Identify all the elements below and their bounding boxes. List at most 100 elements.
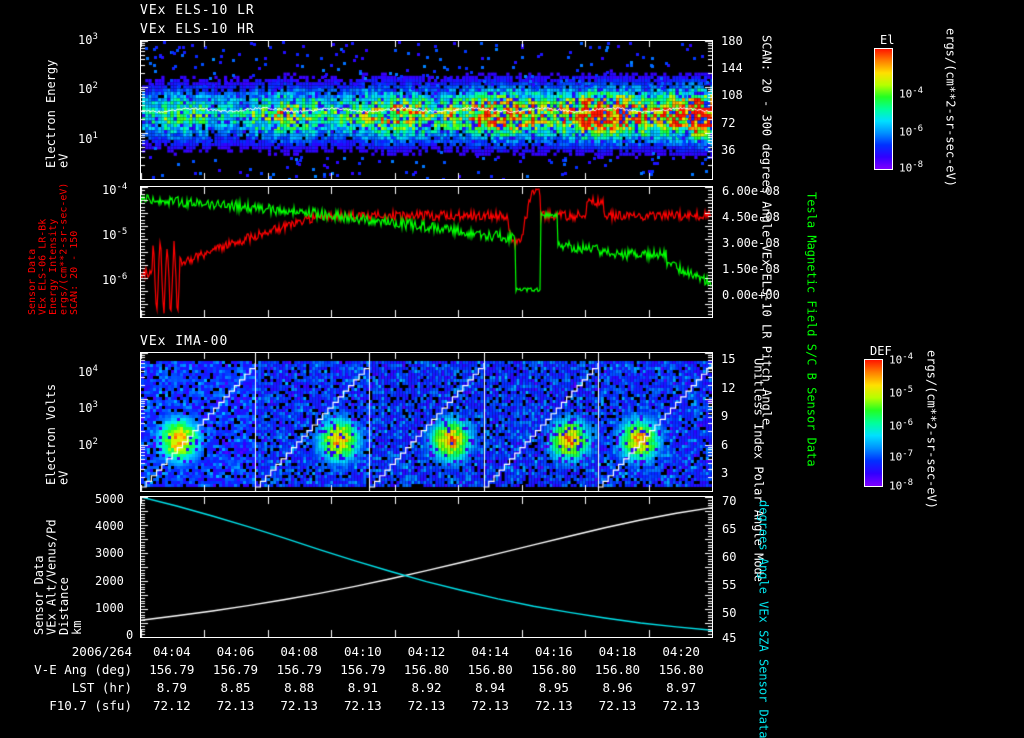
panel2-ytick-r-0: 6.00e-08 bbox=[722, 184, 780, 198]
bottom-row-label-veang: V-E Ang (deg) bbox=[34, 662, 132, 677]
p2-l1: VEx ELS-06 LR-Bk bbox=[37, 218, 49, 315]
panel1-ytick-1: 101 bbox=[78, 131, 98, 146]
p4-r3: degrees bbox=[756, 500, 771, 551]
panel3-cb-tick-1: 10-5 bbox=[889, 385, 914, 400]
bottom-ve-angle-1: 156.79 bbox=[212, 662, 259, 677]
panel3-right-axis-label: Unitless Index Polar Angle Mode bbox=[751, 358, 766, 582]
p1-l0: Electron Energy bbox=[44, 59, 58, 168]
panel3-ytick-r-9: 9 bbox=[721, 409, 729, 423]
bottom-f107-3: 72.13 bbox=[344, 698, 382, 713]
p1-r4: SCAN: 20 - 300 bbox=[759, 35, 774, 137]
panel3-cb-tick-0: 10-4 bbox=[889, 352, 914, 367]
bottom-ve-angle-7: 156.80 bbox=[594, 662, 641, 677]
bottom-ve-angle-3: 156.79 bbox=[340, 662, 386, 677]
bottom-time-0: 04:04 bbox=[153, 644, 191, 659]
panel3-cb-tick-4: 10-8 bbox=[889, 478, 914, 493]
bottom-time-2: 04:08 bbox=[280, 644, 318, 659]
panel1-cb-tick-1: 10-6 bbox=[899, 124, 924, 139]
panel4-ytick-r-45: 45 bbox=[722, 631, 737, 645]
panel1-plot[interactable] bbox=[140, 40, 713, 180]
p2-l3: ergs/(cm**2-sr-sec-eV) bbox=[58, 182, 70, 315]
panel4-ytick-r-70: 70 bbox=[722, 494, 737, 508]
panel4-ytick-1000: 1000 bbox=[95, 601, 124, 615]
panel4-ytick-r-50: 50 bbox=[722, 606, 737, 620]
panel3-colorbar bbox=[864, 359, 883, 487]
bottom-time-6: 04:16 bbox=[535, 644, 573, 659]
p2-r2: Magnetic Field bbox=[804, 235, 819, 337]
bottom-ve-angle-8: 156.80 bbox=[658, 662, 704, 677]
p4-r0: Sensor Data bbox=[756, 658, 771, 738]
panel4-ytick-r-60: 60 bbox=[722, 550, 737, 564]
panel2-ytick-r-2: 3.00e-08 bbox=[722, 236, 780, 250]
panel2-plot[interactable] bbox=[140, 186, 713, 318]
bottom-f107-5: 72.13 bbox=[471, 698, 509, 713]
bottom-ve-angle-2: 156.79 bbox=[276, 662, 322, 677]
bottom-time-8: 04:20 bbox=[662, 644, 700, 659]
p2-r1: S/C B bbox=[804, 343, 819, 380]
panel3-ytick-3: 103 bbox=[78, 400, 98, 415]
p2-l2: Energy Intensity bbox=[48, 218, 59, 315]
bottom-row-label-date: 2006/264 bbox=[71, 644, 132, 659]
p4-r1: VEx SZA bbox=[756, 601, 771, 652]
bottom-f107-8: 72.13 bbox=[662, 698, 700, 713]
panel1-cb-tick-2: 10-8 bbox=[899, 160, 924, 175]
p4-r2: Angle bbox=[756, 557, 771, 594]
bottom-lst-6: 8.95 bbox=[538, 680, 569, 695]
panel1-title-hr: VEx ELS-10 HR bbox=[140, 22, 255, 37]
panel4-plot[interactable] bbox=[140, 496, 713, 638]
panel4-ytick-5000: 5000 bbox=[95, 492, 124, 506]
panel1-ytick-3: 103 bbox=[78, 32, 98, 47]
panel2-ytick-m6: 10-6 bbox=[102, 272, 128, 287]
panel1-ytick-r-108: 108 bbox=[721, 88, 743, 102]
panel4-ytick-3000: 3000 bbox=[95, 546, 124, 560]
bottom-f107-0: 72.12 bbox=[153, 698, 191, 713]
panel3-ytick-4: 104 bbox=[78, 364, 98, 379]
panel3-colorbar-title: DEF bbox=[870, 344, 892, 358]
bottom-lst-7: 8.96 bbox=[602, 680, 633, 695]
panel1-ytick-2: 102 bbox=[78, 81, 98, 96]
bottom-lst-3: 8.91 bbox=[347, 680, 378, 695]
bottom-lst-0: 8.79 bbox=[156, 680, 187, 695]
p3-r2: Index bbox=[751, 423, 766, 460]
panel3-ytick-r-3: 3 bbox=[721, 466, 729, 480]
bottom-lst-4: 8.92 bbox=[411, 680, 442, 695]
p1-r2: Angle bbox=[759, 201, 774, 238]
bottom-ve-angle-6: 156.80 bbox=[531, 662, 577, 677]
panel4-ytick-4000: 4000 bbox=[95, 519, 124, 533]
bottom-time-4: 04:12 bbox=[407, 644, 446, 659]
panel3-ytick-r-12: 12 bbox=[721, 381, 736, 395]
panel4-ytick-r-65: 65 bbox=[722, 522, 737, 536]
bottom-lst-8: 8.97 bbox=[666, 680, 697, 695]
panel1-title-lr: VEx ELS-10 LR bbox=[140, 3, 255, 18]
bottom-f107-2: 72.13 bbox=[280, 698, 318, 713]
panel1-colorbar-title: El bbox=[880, 33, 895, 47]
bottom-f107-4: 72.13 bbox=[407, 698, 446, 713]
panel1-ytick-r-144: 144 bbox=[721, 61, 743, 75]
bottom-time-1: 04:06 bbox=[216, 644, 255, 659]
bottom-f107-1: 72.13 bbox=[216, 698, 255, 713]
panel2-ytick-r-3: 1.50e-08 bbox=[722, 262, 780, 276]
p1-l1: eV bbox=[56, 153, 71, 168]
panel3-ytick-r-15: 15 bbox=[721, 352, 736, 366]
p3-r1: Polar Angle bbox=[751, 466, 766, 546]
panel1-ytick-r-72: 72 bbox=[721, 116, 736, 130]
p2-l4: SCAN: 20 - 150 bbox=[69, 230, 80, 315]
panel1-ytick-r-180: 180 bbox=[721, 34, 743, 48]
bottom-time-3: 04:10 bbox=[344, 644, 382, 659]
panel1-left-axis-label: Electron Energy eV bbox=[44, 48, 71, 168]
panel3-cb-tick-3: 10-7 bbox=[889, 449, 914, 464]
panel3-ytick-r-6: 6 bbox=[721, 438, 729, 452]
bottom-lst-5: 8.94 bbox=[475, 680, 506, 695]
bottom-time-7: 04:18 bbox=[598, 644, 637, 659]
panel4-ytick-r-55: 55 bbox=[722, 578, 737, 592]
panel3-left-axis-label: Electron Volts eV bbox=[44, 365, 71, 485]
panel1-ytick-r-36: 36 bbox=[721, 143, 736, 157]
panel3-plot[interactable] bbox=[140, 352, 713, 492]
panel2-left-axis-label: Sensor Data VEx ELS-06 LR-Bk Energy Inte… bbox=[27, 183, 81, 315]
panel4-left-axis-label: Sensor Data VEx Alt/Venus/Pd Distance km bbox=[32, 500, 84, 635]
panel2-ytick-r-1: 4.50e-08 bbox=[722, 210, 780, 224]
panel3-colorbar-unit: ergs/(cm**2-sr-sec-eV) bbox=[924, 350, 939, 509]
p3-r0: Mode bbox=[751, 553, 766, 583]
p2-l0: Sensor Data bbox=[27, 248, 38, 315]
bottom-lst-1: 8.85 bbox=[220, 680, 251, 695]
